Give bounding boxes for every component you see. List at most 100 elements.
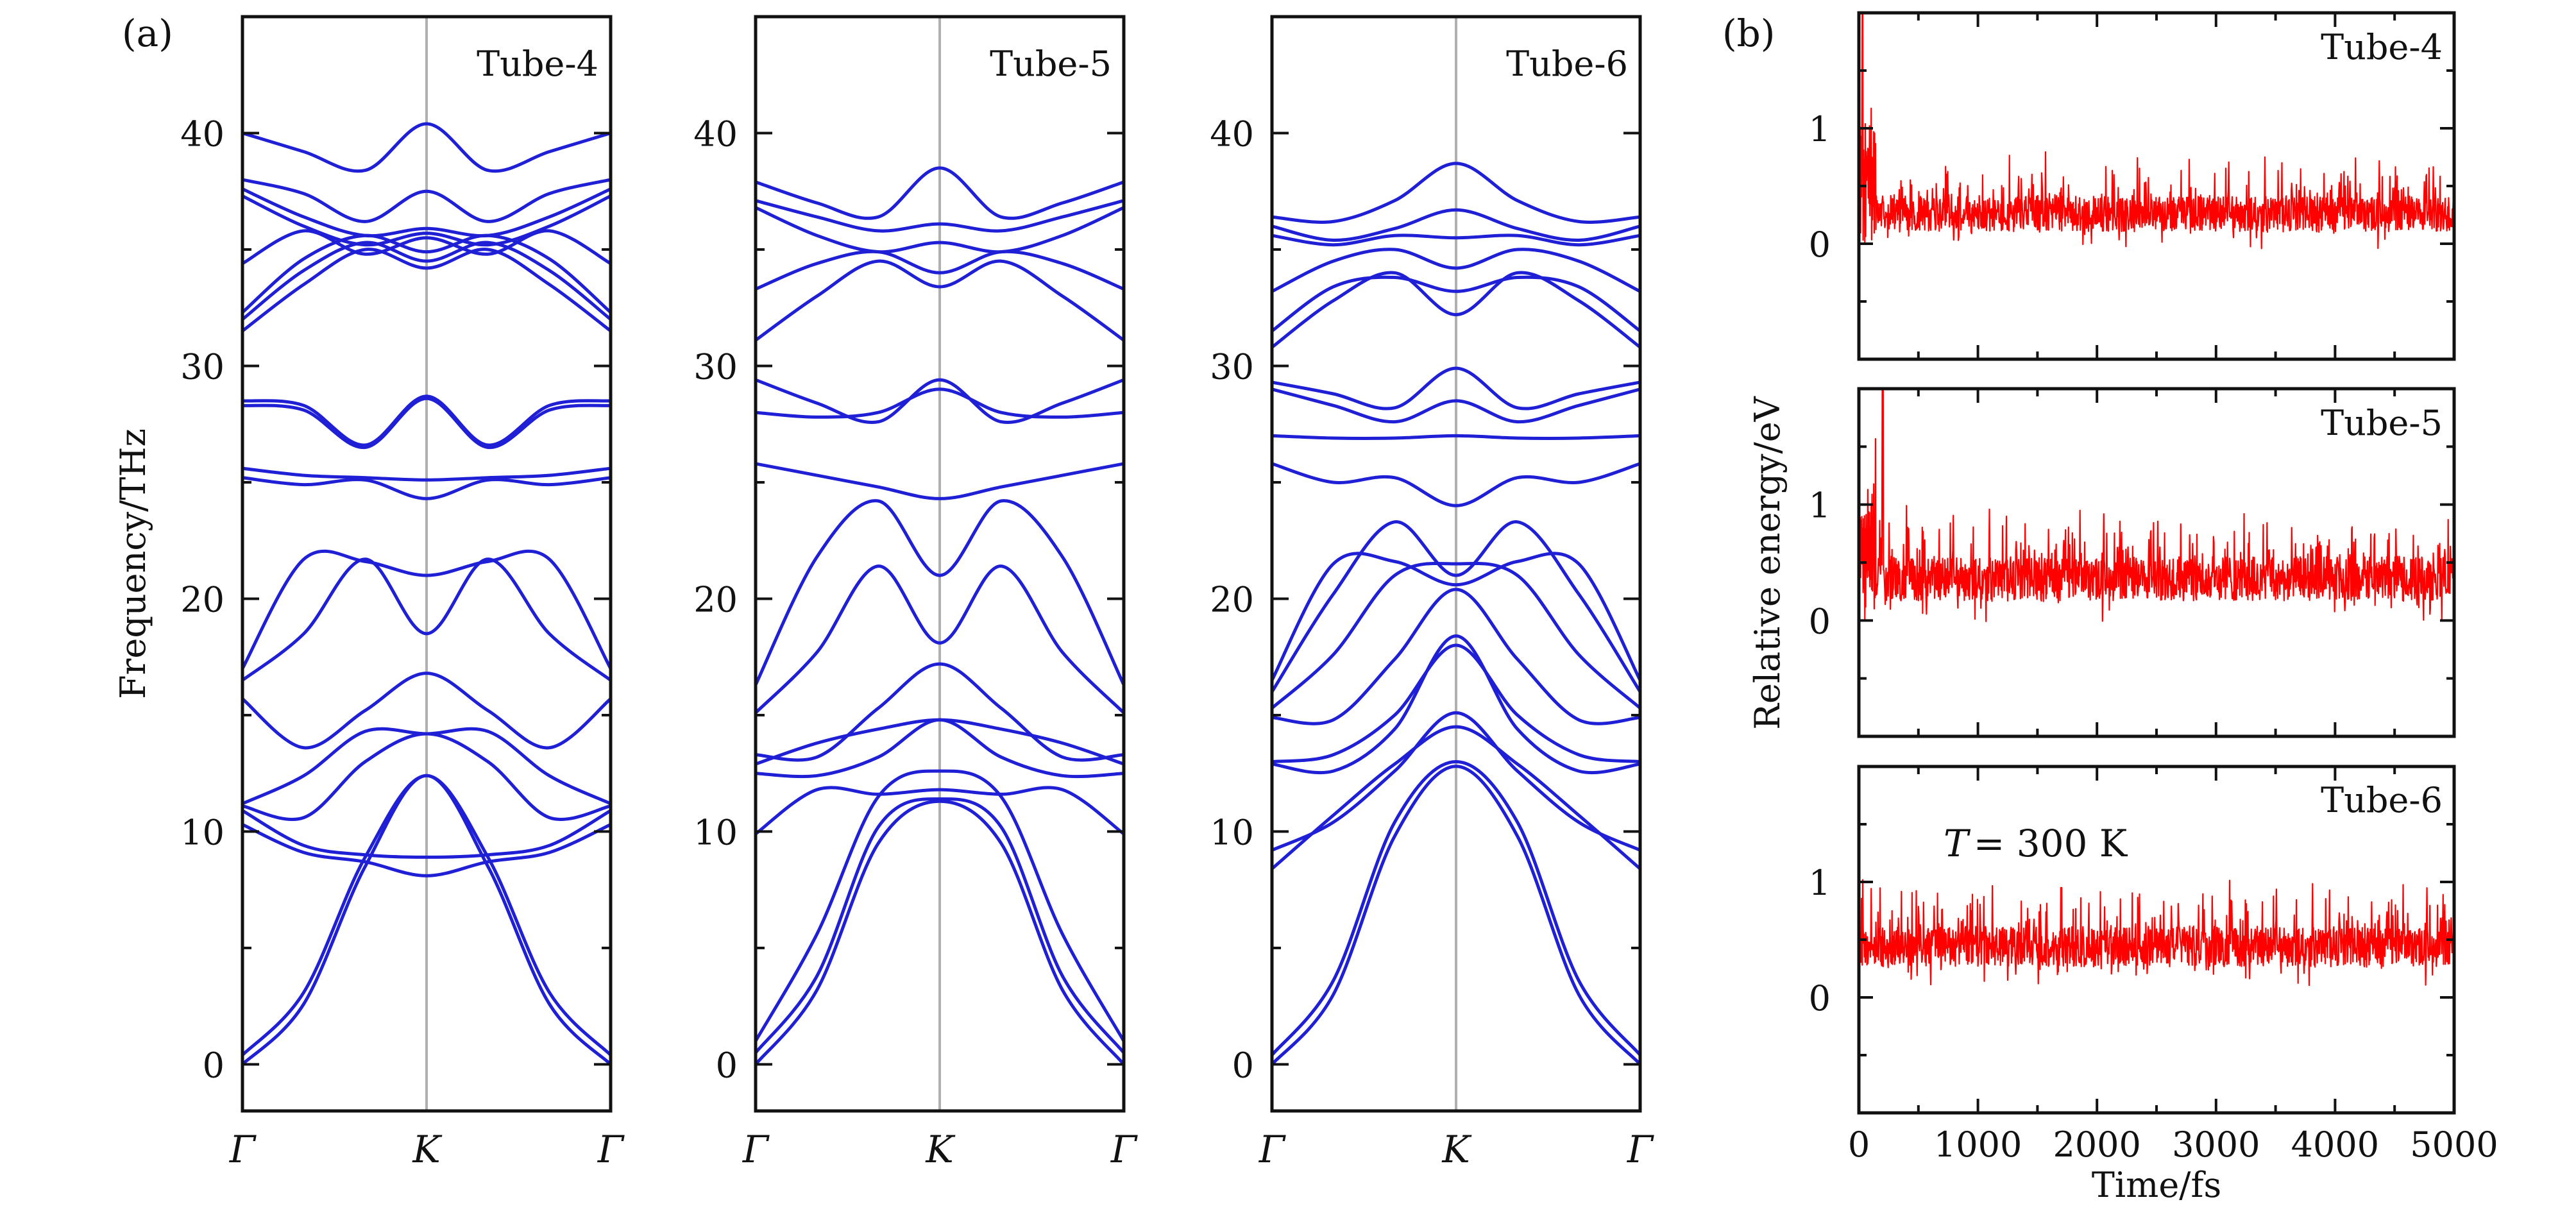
band-line-20	[1271, 162, 1641, 224]
y-tick-label: 10	[693, 812, 738, 852]
panel-b-label: (b)	[1722, 12, 1775, 55]
energy-panel-tube-4: 0 1 Tube-4	[1809, 11, 2456, 361]
band-lines	[754, 166, 1126, 1065]
band-line-4	[1271, 711, 1641, 852]
band-line-8	[241, 557, 612, 682]
band-line-17	[755, 166, 1124, 220]
band-line-10	[755, 462, 1124, 500]
y-tick-label: 40	[1210, 114, 1254, 154]
band-line-11	[242, 466, 611, 482]
energy-trace	[1858, 12, 2455, 250]
x-tick-label: 5000	[2410, 1124, 2498, 1165]
band-line-19	[241, 187, 612, 238]
energy-series-line	[1858, 387, 2455, 622]
y-tick-label: 0	[1809, 224, 1831, 265]
band-line-3	[754, 769, 1126, 1042]
y-tick-label: 1	[1809, 109, 1831, 149]
band-line-7	[1271, 588, 1641, 725]
panel-title: Tube-4	[2321, 27, 2443, 67]
x-tick-k: K	[925, 1128, 956, 1171]
band-panel-tube-6: 0 10 20 30 40 Tube-6 Γ K Γ	[1210, 15, 1654, 1171]
band-line-21	[242, 122, 611, 173]
band-line-12	[1271, 434, 1641, 440]
y-tick-label: 0	[1232, 1045, 1254, 1085]
x-tick-gamma-left: Γ	[1258, 1128, 1286, 1171]
band-line-10	[1270, 552, 1642, 681]
y-tick-label: 40	[180, 114, 225, 154]
band-line-8	[1271, 561, 1641, 709]
band-panel-tube-5: 0 10 20 30 40 Tube-5 Γ K Γ	[693, 15, 1138, 1171]
y-tick-label: 30	[180, 346, 225, 387]
band-line-15	[754, 206, 1125, 254]
band-line-15	[1271, 271, 1641, 349]
band-line-4	[754, 786, 1125, 836]
energy-trace	[1858, 879, 2455, 987]
band-line-20	[242, 178, 611, 223]
y-tick-label: 10	[1210, 812, 1254, 852]
band-line-9	[241, 549, 613, 670]
band-line-9	[1270, 520, 1642, 693]
band-line-2	[754, 797, 1125, 1054]
y-axis-label: Frequency/THz	[113, 428, 153, 699]
energy-panel-tube-5: 0 1 Tube-5 Relative energy/eV	[1747, 387, 2456, 738]
band-line-18	[1271, 233, 1641, 247]
band-line-5	[1271, 634, 1641, 775]
x-tick-k: K	[412, 1128, 443, 1171]
y-axis-label: Relative energy/eV	[1747, 396, 1788, 729]
plot-frame	[1857, 765, 2456, 1115]
band-line-6	[241, 727, 612, 806]
plot-frame	[754, 15, 1126, 1113]
x-tick-label: 4000	[2291, 1124, 2379, 1165]
band-line-17	[241, 229, 612, 266]
temperature-value: = 300 K	[1974, 822, 2128, 865]
temperature-annotation: T = 300 K	[1944, 822, 2128, 865]
x-tick-k: K	[1441, 1128, 1472, 1171]
x-tick-label: 1000	[1934, 1124, 2022, 1165]
band-line-11	[1271, 462, 1641, 507]
y-tick-label: 1	[1809, 486, 1831, 526]
y-tick-label: 20	[180, 579, 225, 620]
energy-series-line	[1858, 879, 2455, 987]
band-line-11	[755, 387, 1124, 419]
y-tick-label: 0	[1809, 601, 1831, 641]
panel-title: Tube-5	[2321, 403, 2443, 443]
plot-frame	[1857, 11, 2456, 361]
y-tick-label: 20	[693, 579, 738, 620]
band-line-2	[241, 774, 612, 1056]
band-line-16	[1271, 275, 1641, 333]
panel-title: Tube-6	[2321, 780, 2443, 820]
y-tick-label: 0	[203, 1045, 225, 1085]
y-tick-label: 30	[1210, 346, 1254, 387]
band-line-12	[755, 378, 1124, 425]
x-tick-gamma-right: Γ	[1627, 1128, 1654, 1171]
band-line-18	[241, 194, 612, 247]
x-tick-label: 0	[1848, 1124, 1870, 1165]
plot-frame	[1270, 15, 1642, 1113]
energy-panel-tube-6: 010 1000 2000 3000 4000 5000 Tube-6 T = 300 K …	[1809, 765, 2498, 1205]
band-line-14	[755, 250, 1124, 291]
energy-series-line	[1858, 12, 2455, 250]
band-line-13	[1271, 387, 1641, 424]
y-tick-label: 0	[1809, 978, 1831, 1019]
band-line-13	[754, 259, 1125, 342]
x-axis-label: Time/fs	[2092, 1165, 2221, 1205]
band-lines	[241, 122, 613, 1066]
x-tick-label: 3000	[2172, 1124, 2260, 1165]
y-ticks: 0 10 20 30 40	[693, 114, 1124, 1085]
band-lines	[1270, 162, 1642, 1066]
band-line-6	[755, 718, 1124, 766]
y-ticks: 0 10 20 30 40	[1210, 114, 1640, 1085]
x-tick-label: 2000	[2053, 1124, 2140, 1165]
band-line-8	[754, 564, 1125, 715]
panel-title: Tube-4	[477, 44, 598, 84]
band-line-17	[1271, 248, 1641, 293]
band-line-19	[1271, 208, 1641, 242]
band-line-16	[755, 199, 1124, 233]
temperature-symbol: T	[1944, 822, 1971, 865]
band-line-7	[755, 662, 1124, 762]
band-line-7	[241, 672, 612, 750]
band-line-2	[1271, 760, 1641, 1056]
band-line-1	[1271, 765, 1641, 1066]
panel-title: Tube-6	[1506, 44, 1628, 84]
